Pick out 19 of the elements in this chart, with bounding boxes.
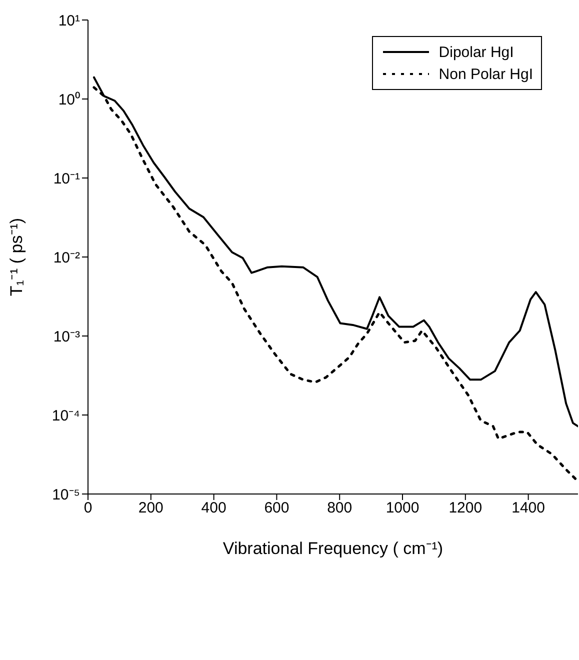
x-tick-label: 1400 — [512, 500, 545, 517]
legend-label: Dipolar HgI — [438, 44, 514, 60]
x-tick-label: 1000 — [386, 500, 420, 517]
x-tick-label: 400 — [201, 500, 226, 517]
x-tick-label: 1200 — [448, 500, 482, 517]
y-tick-label: 10⁻³ — [53, 328, 80, 346]
x-tick-label: 200 — [138, 500, 164, 517]
x-axis-title: Vibrational Frequency ( cm⁻¹) — [222, 539, 444, 558]
y-tick-label: 10⁰ — [58, 91, 80, 108]
x-tick-label: 800 — [327, 500, 352, 517]
legend-label: Non Polar HgI — [438, 66, 533, 82]
y-tick-label: 10⁻² — [53, 249, 80, 266]
y-tick-label: 10¹ — [58, 12, 80, 30]
y-axis-title: T₁⁻¹ ( ps⁻¹) — [7, 218, 26, 296]
y-tick-label: 10⁻⁴ — [52, 407, 80, 424]
y-tick-label: 10⁻¹ — [53, 170, 80, 188]
x-tick-label: 600 — [264, 500, 290, 517]
x-tick-label: 0 — [84, 500, 92, 517]
y-tick-label: 10⁻⁵ — [52, 486, 80, 504]
